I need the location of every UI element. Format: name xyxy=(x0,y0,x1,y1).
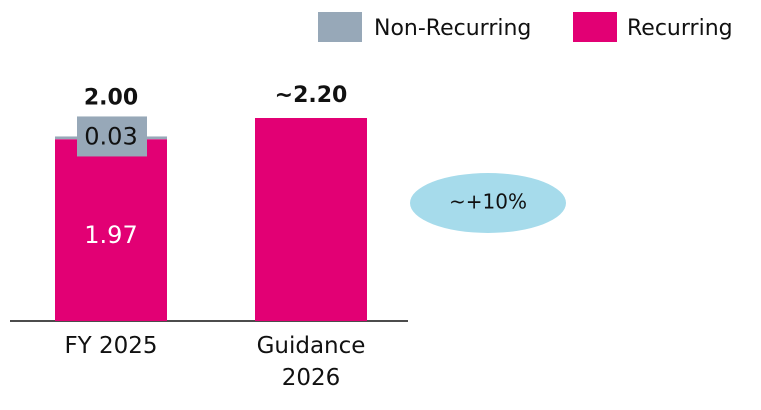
bar-segment xyxy=(55,139,167,321)
total-label: ~2.20 xyxy=(275,83,348,108)
value-label-bg xyxy=(77,116,147,157)
value-label: 0.03 xyxy=(84,122,137,150)
legend-label: Non-Recurring xyxy=(374,16,531,41)
annotation: ~+10% xyxy=(449,190,527,214)
total-label: 2.00 xyxy=(84,85,138,110)
bar-segment xyxy=(255,118,367,321)
legend-label: Recurring xyxy=(627,16,733,41)
x-tick-label: FY 2025 xyxy=(64,333,158,359)
value-label: 1.97 xyxy=(84,221,137,249)
legend-swatch xyxy=(573,12,617,42)
x-tick-label: Guidance 2026 xyxy=(256,333,366,391)
legend-swatch xyxy=(318,12,362,42)
annotation-bubble xyxy=(410,173,566,233)
